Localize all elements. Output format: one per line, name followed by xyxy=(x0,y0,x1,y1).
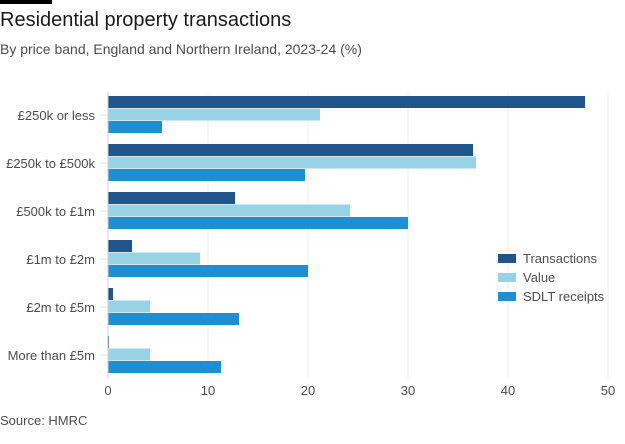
chart-title: Residential property transactions xyxy=(0,9,292,31)
bar-transactions xyxy=(108,96,585,108)
x-tick-label: 0 xyxy=(104,383,111,398)
bar-value xyxy=(108,204,350,217)
legend-label: Value xyxy=(523,270,555,285)
legend-label: SDLT receipts xyxy=(523,289,605,304)
category-label: £500k to £1m xyxy=(16,204,95,219)
chart-subtitle: By price band, England and Northern Irel… xyxy=(0,41,362,57)
x-tick-label: 50 xyxy=(601,383,615,398)
legend-swatch xyxy=(498,254,516,263)
bar-sdlt-receipts xyxy=(108,121,162,133)
x-tick-label: 20 xyxy=(301,383,315,398)
bar-value xyxy=(108,300,150,313)
bar-sdlt-receipts xyxy=(108,169,305,181)
bar-transactions xyxy=(108,240,132,252)
chart-source: Source: HMRC xyxy=(0,413,88,428)
bar-transactions xyxy=(108,192,235,204)
x-tick-label: 10 xyxy=(201,383,215,398)
bar-value xyxy=(108,108,320,121)
x-tick-label: 30 xyxy=(401,383,415,398)
brand-bar xyxy=(0,0,52,4)
legend-label: Transactions xyxy=(523,251,597,266)
legend-swatch xyxy=(498,273,516,282)
category-label: More than £5m xyxy=(8,348,95,363)
bar-sdlt-receipts xyxy=(108,265,308,277)
bar-sdlt-receipts xyxy=(108,361,221,373)
bar-transactions xyxy=(108,288,113,300)
category-label: £250k to £500k xyxy=(6,156,95,171)
bar-transactions xyxy=(108,144,473,156)
bar-value xyxy=(108,156,476,169)
bar-value xyxy=(108,348,150,361)
x-tick-label: 40 xyxy=(501,383,515,398)
bar-value xyxy=(108,252,200,265)
category-label: £2m to £5m xyxy=(26,300,95,315)
bar-sdlt-receipts xyxy=(108,313,239,325)
category-label: £1m to £2m xyxy=(26,252,95,267)
bar-sdlt-receipts xyxy=(108,217,408,229)
legend-swatch xyxy=(498,292,516,301)
category-label: £250k or less xyxy=(18,108,96,123)
